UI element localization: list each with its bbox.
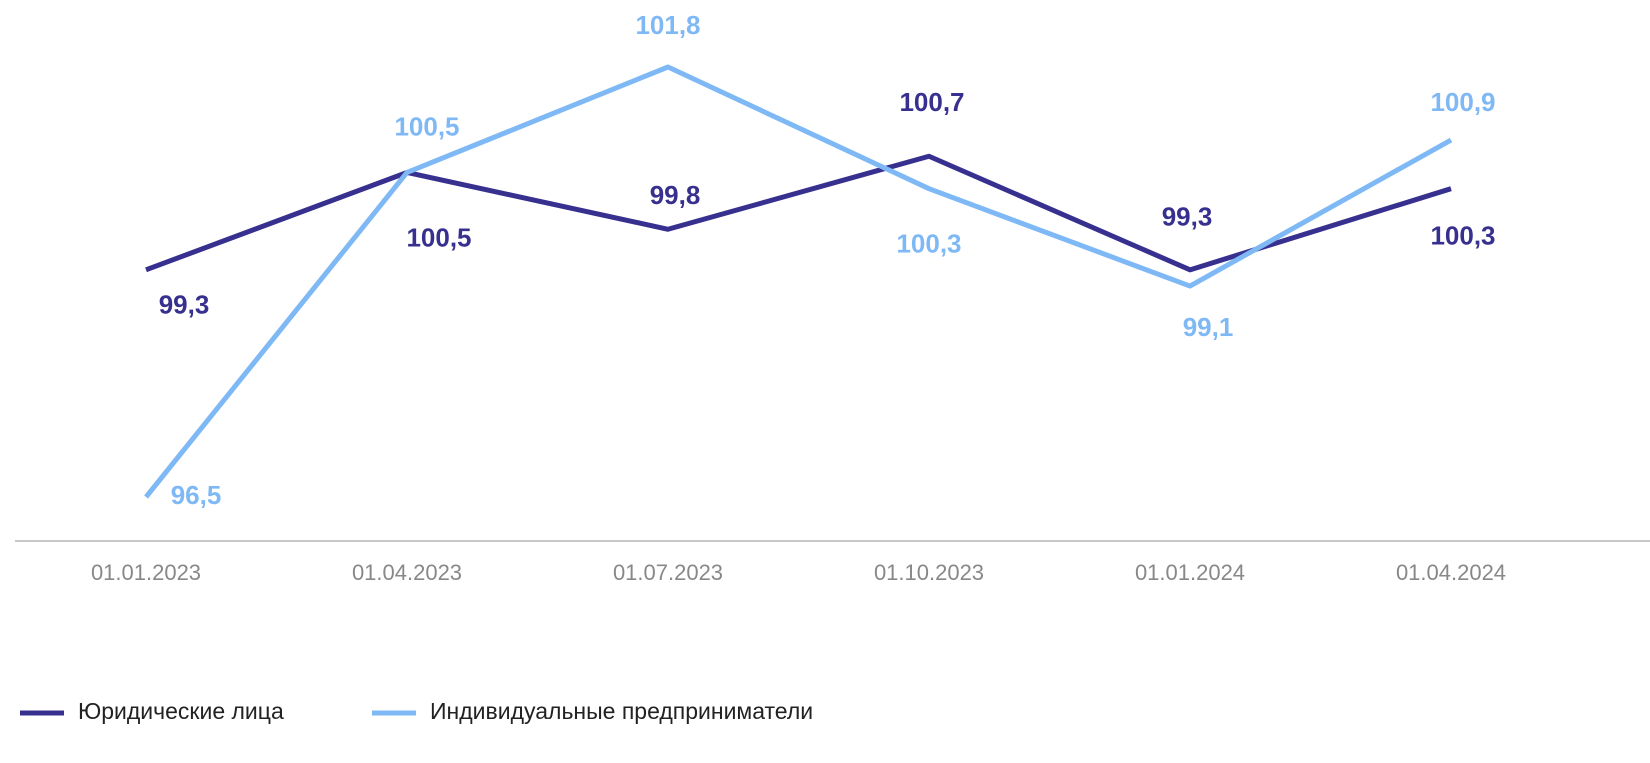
x-tick-label: 01.01.2023 (91, 560, 201, 585)
series-line (145, 153, 1452, 273)
data-label: 100,5 (406, 222, 471, 252)
data-label: 100,5 (394, 111, 459, 141)
data-label: 99,3 (159, 290, 210, 320)
legend-label: Юридические лица (78, 698, 284, 724)
x-tick-label: 01.01.2024 (1135, 560, 1245, 585)
data-label: 96,5 (171, 480, 222, 510)
data-label: 99,8 (650, 180, 701, 210)
x-tick-label: 01.04.2023 (352, 560, 462, 585)
data-label: 100,3 (1430, 221, 1495, 251)
data-label: 99,1 (1183, 312, 1234, 342)
x-tick-label: 01.10.2023 (874, 560, 984, 585)
series-line (144, 64, 1453, 499)
x-tick-label: 01.07.2023 (613, 560, 723, 585)
data-label: 100,9 (1430, 87, 1495, 117)
data-label: 101,8 (635, 10, 700, 40)
data-label: 100,7 (899, 87, 964, 117)
x-tick-label: 01.04.2024 (1396, 560, 1506, 585)
data-label: 100,3 (896, 229, 961, 259)
data-label: 99,3 (1162, 202, 1213, 232)
legend-label: Индивидуальные предприниматели (430, 698, 813, 724)
